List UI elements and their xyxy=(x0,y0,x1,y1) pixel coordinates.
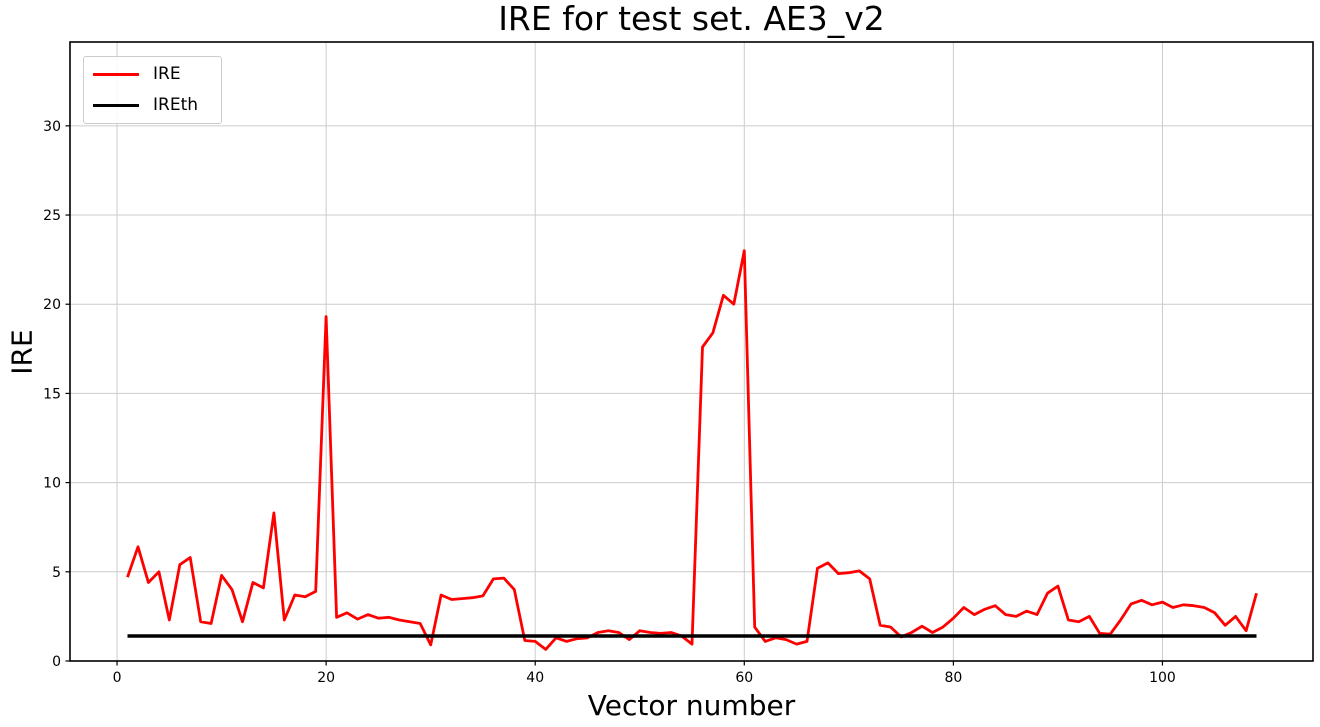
x-tick-label: 20 xyxy=(317,670,335,686)
y-tick-label: 30 xyxy=(43,119,61,135)
x-tick-label: 40 xyxy=(526,670,544,686)
tick-marks xyxy=(65,125,1164,666)
legend-item-ire: IRE xyxy=(93,66,211,83)
axes-border xyxy=(69,41,1314,662)
y-axis-label: IRE xyxy=(5,329,39,375)
grid-lines xyxy=(70,42,1313,662)
legend-item-ireth: IREth xyxy=(93,97,211,114)
y-tick-label: 20 xyxy=(43,297,61,313)
y-tick-label: 0 xyxy=(52,654,61,670)
chart-title: IRE for test set. AE3_v2 xyxy=(498,0,885,38)
x-tick-label: 80 xyxy=(944,670,962,686)
y-tick-label: 15 xyxy=(43,386,61,402)
y-tick-label: 25 xyxy=(43,208,61,224)
legend-label-ire: IRE xyxy=(153,64,181,84)
x-tick-label: 100 xyxy=(1149,670,1176,686)
legend-line-sample-ire xyxy=(93,73,139,76)
x-axis-label: Vector number xyxy=(587,689,796,722)
legend: IRE IREth xyxy=(83,56,222,124)
x-tick-label: 60 xyxy=(735,670,753,686)
y-tick-label: 10 xyxy=(43,476,61,492)
tick-labels: 0 20 40 60 80 100 0 5 10 15 20 25 30 xyxy=(43,119,1176,686)
x-tick-label: 0 xyxy=(113,670,122,686)
legend-label-ireth: IREth xyxy=(153,95,199,115)
ire-line xyxy=(126,249,1258,651)
legend-line-sample-ireth xyxy=(93,104,139,107)
y-tick-label: 5 xyxy=(52,565,61,581)
